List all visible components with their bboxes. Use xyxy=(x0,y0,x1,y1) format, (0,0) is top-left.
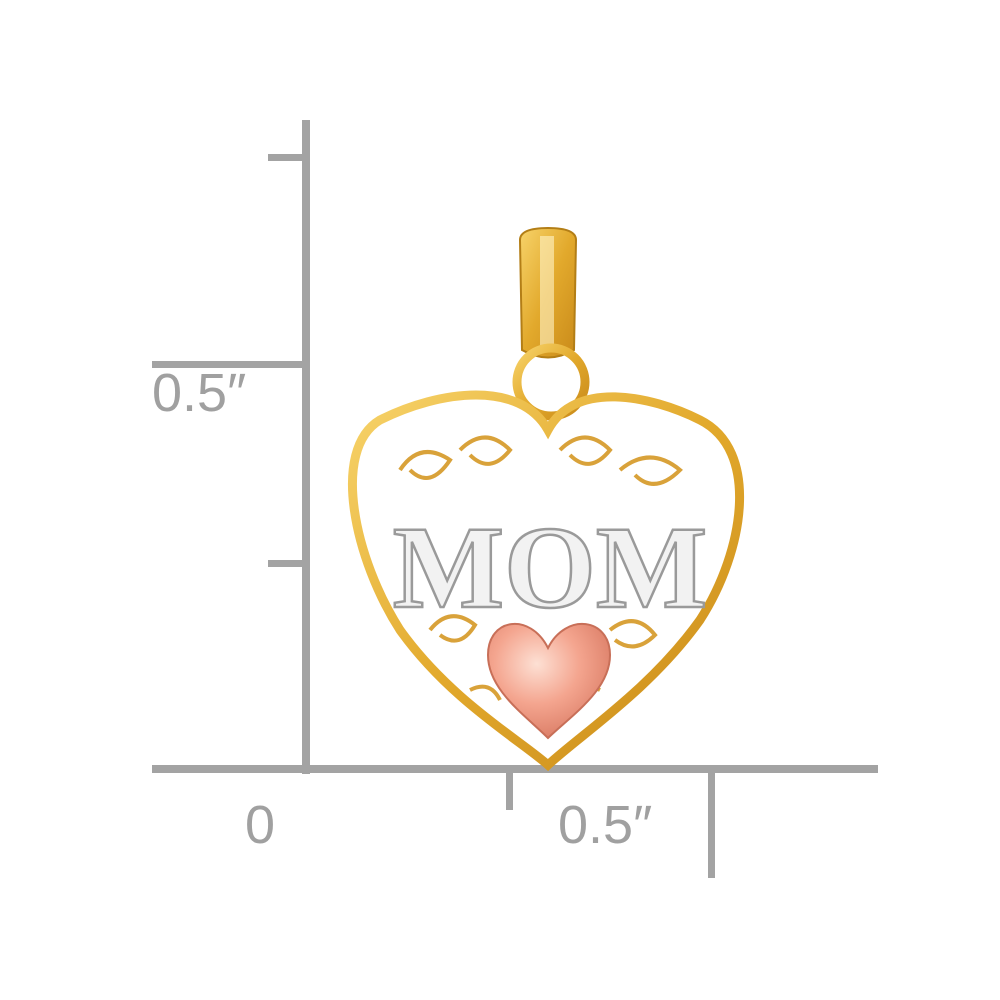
ruler-vertical-axis xyxy=(302,120,310,774)
mom-engraving: MOM xyxy=(393,502,708,633)
bail xyxy=(512,226,590,421)
ruler-vertical-label: 0.5″ xyxy=(152,363,247,423)
ruler-tick-half-inch-horizontal xyxy=(708,768,715,878)
ruler-horizontal-axis xyxy=(152,765,878,773)
heart-frame xyxy=(347,390,744,772)
rose-heart-icon xyxy=(486,622,612,740)
ruler-tick-lower xyxy=(268,560,308,567)
ruler-tick-half-inch-vertical xyxy=(152,361,308,368)
ruler-horizontal-label: 0.5″ xyxy=(558,795,653,855)
ruler-tick-quarter xyxy=(506,768,513,810)
ruler-tick-top xyxy=(268,154,308,161)
ruler-zero-label: 0 xyxy=(245,795,276,855)
